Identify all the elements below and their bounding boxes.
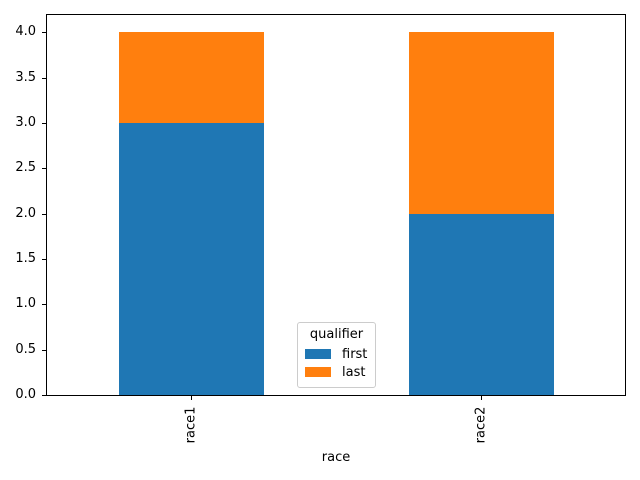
x-tick-label-race1: race1: [183, 406, 199, 444]
y-tick-mark: [42, 168, 46, 170]
y-tick-mark: [42, 349, 46, 351]
y-tick-label: 0.0: [15, 387, 36, 402]
y-tick-mark: [42, 395, 46, 396]
y-tick-label: 0.5: [15, 341, 36, 357]
legend-swatch-icon: [305, 349, 331, 359]
bar-segment-last-race2: [408, 32, 554, 214]
legend-entry-label: last: [342, 364, 366, 380]
y-tick-mark: [42, 32, 46, 34]
y-tick-label: 4.0: [15, 24, 36, 40]
y-tick-label: 1.0: [15, 296, 36, 312]
y-tick-mark: [42, 213, 46, 215]
y-tick-label: 1.5: [15, 250, 36, 266]
y-tick-label: 3.0: [15, 114, 36, 130]
legend: qualifier first last: [297, 322, 376, 388]
legend-entry-last: last: [298, 363, 375, 381]
y-tick-label: 2.0: [15, 205, 36, 221]
plot-area: [46, 14, 626, 396]
x-tick-label-race2: race2: [473, 406, 489, 444]
bar-segment-last-race1: [118, 32, 264, 123]
legend-swatch-icon: [305, 367, 331, 377]
x-axis-label: race: [321, 450, 351, 465]
y-tick-mark: [42, 122, 46, 124]
legend-entry-label: first: [342, 346, 368, 362]
y-tick-mark: [42, 258, 46, 260]
legend-entry-first: first: [298, 345, 375, 363]
x-tick-mark: [481, 396, 482, 400]
legend-entries: first last: [298, 345, 375, 381]
bar-segment-first-race1: [118, 122, 264, 395]
y-tick-mark: [42, 304, 46, 306]
x-tick-mark: [191, 396, 192, 400]
y-tick-label: 2.5: [15, 160, 36, 176]
y-tick-label: 3.5: [15, 69, 36, 85]
bar-segment-first-race2: [408, 213, 554, 395]
y-tick-mark: [42, 77, 46, 79]
legend-title: qualifier: [309, 327, 364, 342]
